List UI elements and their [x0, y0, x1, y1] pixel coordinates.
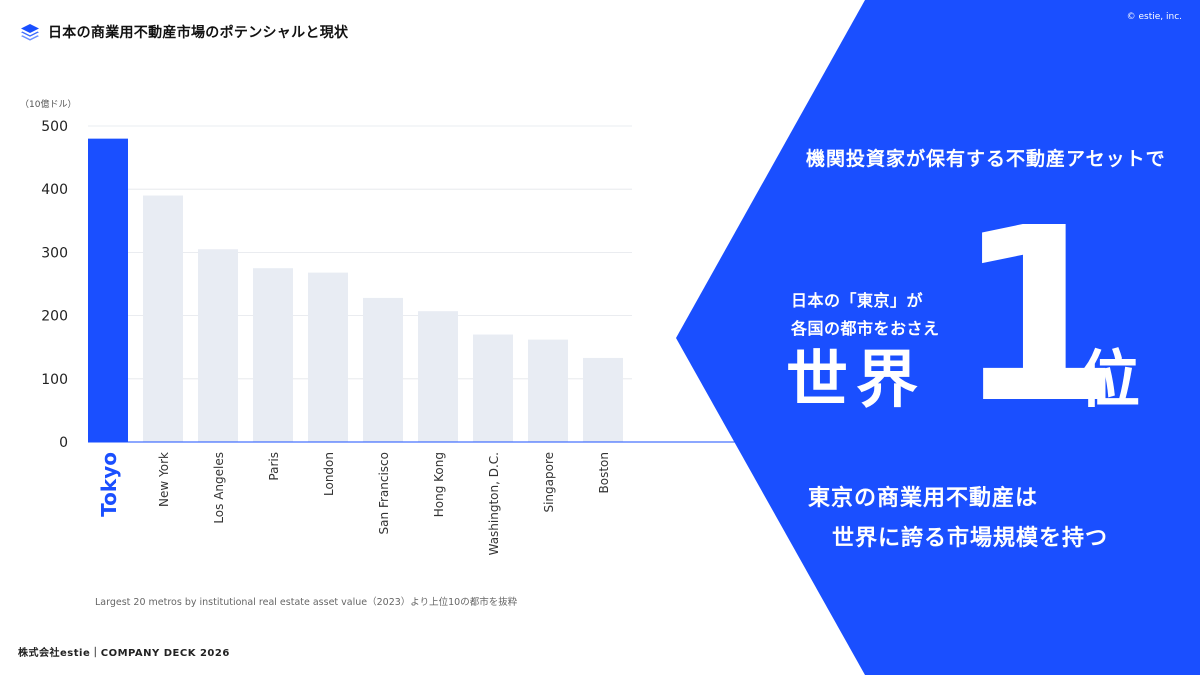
y-tick-label: 200	[41, 309, 68, 325]
callout-line2: 各国の都市をおさえ	[791, 319, 940, 338]
x-tick-label: Washington, D.C.	[487, 452, 501, 555]
x-tick-label: Hong Kong	[432, 452, 446, 517]
bar-paris	[253, 268, 293, 442]
callout-world: 世界	[786, 343, 927, 416]
y-unit-label: （10億ドル）	[20, 98, 76, 110]
y-tick-label: 300	[41, 245, 68, 261]
source-note: Largest 20 metros by institutional real …	[95, 597, 518, 608]
x-tick-label: Los Angeles	[212, 452, 226, 524]
bar-hong-kong	[418, 311, 458, 442]
x-tick-label: New York	[157, 452, 171, 507]
callout-heading: 機関投資家が保有する不動産アセットで	[806, 148, 1166, 170]
bar-singapore	[528, 339, 568, 442]
bars	[88, 138, 623, 442]
callout-conclusion-line1: 東京の商業用不動産は	[808, 486, 1039, 511]
copyright: © estie, inc.	[1126, 12, 1182, 22]
y-tick-labels: 0 100 200 300 400 500	[41, 119, 68, 451]
y-tick-label: 400	[41, 182, 68, 198]
callout-background	[676, 0, 1200, 675]
bar-london	[308, 272, 348, 442]
footer: 株式会社estie｜COMPANY DECK 2026	[18, 648, 230, 659]
y-tick-label: 500	[41, 119, 68, 135]
bar-los-angeles	[198, 249, 238, 442]
bar-tokyo	[88, 138, 128, 442]
bar-new-york	[143, 195, 183, 442]
bar-washington-d-c	[473, 334, 513, 442]
bar-boston	[583, 357, 623, 442]
slide-title: 日本の商業用不動産市場のポテンシャルと現状	[48, 25, 349, 41]
x-tick-label: San Francisco	[377, 452, 391, 534]
y-tick-label: 100	[41, 372, 68, 388]
callout-conclusion-line2: 世界に誇る市場規模を持つ	[832, 526, 1109, 551]
y-tick-label: 0	[59, 435, 68, 451]
x-tick-label: Tokyo	[97, 452, 121, 517]
x-tick-label: Paris	[267, 452, 281, 481]
layers-icon	[21, 24, 39, 41]
callout-line1: 日本の「東京」が	[791, 291, 924, 310]
x-tick-label: Singapore	[542, 452, 556, 513]
x-tick-label: Boston	[597, 452, 611, 493]
slide-header: 日本の商業用不動産市場のポテンシャルと現状	[20, 22, 348, 42]
callout-rank-suffix: 位	[1078, 343, 1141, 416]
callout-rank-number: 1	[955, 176, 1122, 456]
callout-subtext: 日本の「東京」が 各国の都市をおさえ	[791, 287, 940, 343]
x-tick-labels: Tokyo New York Los Angeles Paris London San F…	[97, 452, 611, 555]
x-tick-label: London	[322, 452, 336, 496]
bar-san-francisco	[363, 297, 403, 442]
